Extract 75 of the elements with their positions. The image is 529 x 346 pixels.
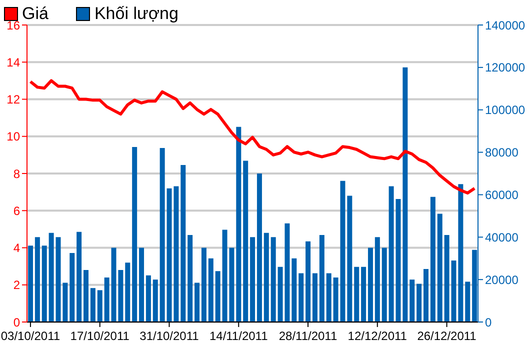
y2-tick-label: 120000 xyxy=(485,60,526,75)
bar xyxy=(215,271,220,322)
y2-tick-label: 100000 xyxy=(485,103,526,118)
bar xyxy=(180,165,186,322)
bar xyxy=(458,184,464,322)
y-tick-label: 16 xyxy=(6,18,20,32)
bar xyxy=(90,288,96,322)
y-tick-label: 14 xyxy=(6,55,20,70)
x-tick-label: 14/11/2011 xyxy=(209,329,268,343)
x-tick-label: 28/11/2011 xyxy=(278,329,338,343)
x-tick-label: 17/10/2011 xyxy=(70,329,130,343)
bar xyxy=(146,275,151,322)
bar xyxy=(292,258,297,322)
bar xyxy=(139,248,144,322)
y-tick-label: 6 xyxy=(13,204,20,218)
legend-label: Khối lượng xyxy=(94,4,178,24)
y-tick-label: 0 xyxy=(13,315,20,330)
line-series xyxy=(28,79,476,194)
bar xyxy=(326,273,332,322)
bar xyxy=(256,174,262,322)
bar xyxy=(430,196,436,322)
bar xyxy=(243,160,248,322)
y2-tick-label: 20000 xyxy=(485,272,519,287)
bar xyxy=(28,246,33,322)
bar xyxy=(201,248,206,322)
bar xyxy=(368,248,373,322)
legend-label: Giá xyxy=(22,4,48,24)
bar xyxy=(250,237,256,322)
bar xyxy=(437,214,442,322)
x-tick-label: 12/12/2011 xyxy=(348,329,408,343)
bar xyxy=(236,126,242,322)
bar xyxy=(264,232,269,322)
bar xyxy=(84,270,89,322)
bar xyxy=(160,148,165,322)
y2-tick-label: 0 xyxy=(485,315,492,330)
bar xyxy=(194,282,200,322)
y2-tick-label: 140000 xyxy=(485,18,526,32)
y-tick-label: 4 xyxy=(13,241,20,256)
bar xyxy=(125,262,130,322)
bar xyxy=(402,67,408,322)
y2-tick-label: 60000 xyxy=(485,188,519,202)
bar xyxy=(104,277,110,322)
bar xyxy=(42,246,47,322)
y-tick-label: 2 xyxy=(13,278,20,292)
x-tick-label: 31/10/2011 xyxy=(140,329,200,343)
bar xyxy=(354,266,360,322)
bar xyxy=(361,266,366,322)
bar xyxy=(298,273,304,322)
y-tick-label: 12 xyxy=(6,92,20,107)
bar xyxy=(382,248,387,322)
bar xyxy=(319,235,324,322)
x-tick-label: 03/10/2011 xyxy=(0,329,60,343)
bar xyxy=(188,235,193,322)
bar xyxy=(374,237,380,322)
y-tick-label: 10 xyxy=(6,130,20,144)
bar xyxy=(423,268,428,322)
y2-tick-label: 80000 xyxy=(485,146,519,160)
x-tick-label: 26/12/2011 xyxy=(417,329,477,343)
bar xyxy=(48,232,54,322)
bar xyxy=(270,237,276,322)
bar xyxy=(76,232,82,322)
bar xyxy=(347,196,352,322)
bar xyxy=(306,241,311,322)
bar xyxy=(70,253,75,322)
bar xyxy=(152,280,158,322)
bar xyxy=(416,284,422,322)
bar xyxy=(34,237,40,322)
bar xyxy=(97,290,102,322)
bar xyxy=(410,280,415,322)
bar xyxy=(465,282,470,322)
y-tick-label: 8 xyxy=(13,166,20,181)
y2-tick-label: 40000 xyxy=(485,230,519,244)
bar xyxy=(312,273,318,322)
bar xyxy=(208,258,214,322)
bar xyxy=(132,146,138,322)
